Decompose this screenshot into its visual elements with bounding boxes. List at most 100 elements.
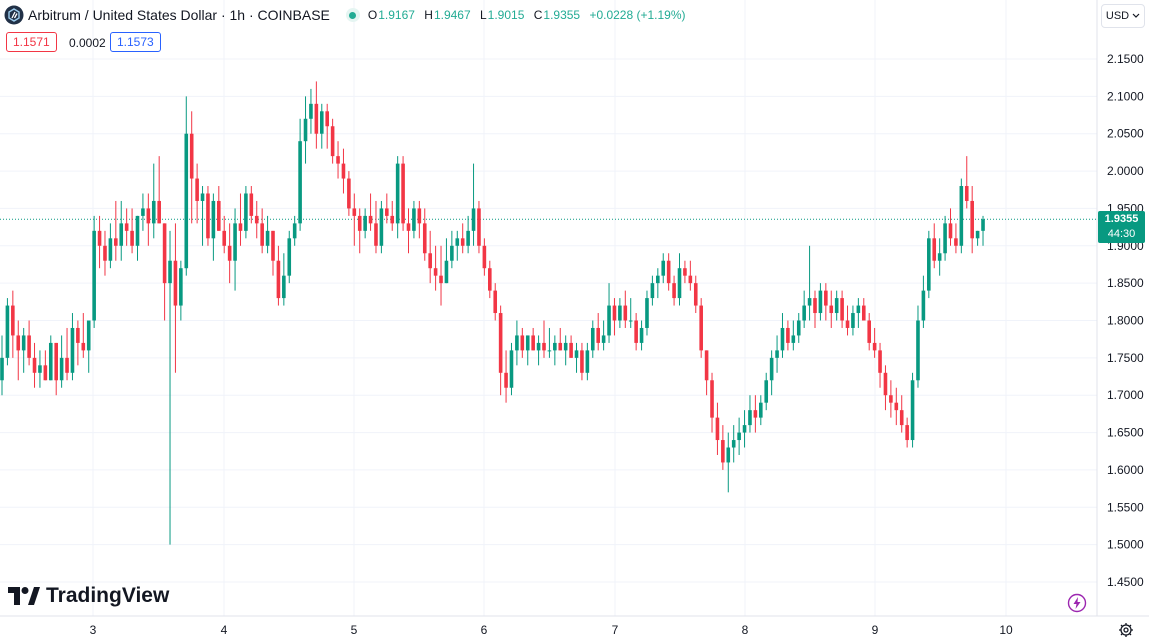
candle [802, 290, 806, 328]
candle [775, 335, 779, 373]
x-tick-label: 4 [221, 623, 228, 637]
candle [542, 320, 546, 358]
candle [943, 215, 947, 261]
candle [840, 290, 844, 328]
y-tick-label: 1.7500 [1107, 351, 1144, 365]
y-tick-label: 1.6500 [1107, 426, 1144, 440]
candle [639, 320, 644, 351]
price-axis: 2.15002.10002.05002.00001.95001.90001.85… [1107, 52, 1144, 589]
y-tick-label: 2.1500 [1107, 52, 1144, 66]
candle [851, 305, 855, 336]
candle [981, 215, 985, 246]
candle [352, 193, 357, 246]
candle [406, 208, 411, 254]
candle [385, 193, 389, 224]
candle [32, 342, 37, 388]
candle [916, 305, 920, 388]
candle [450, 230, 454, 269]
x-tick-label: 10 [999, 623, 1013, 637]
candle [217, 186, 221, 231]
chart-grid [0, 0, 1149, 617]
candle [460, 223, 465, 254]
candle [861, 298, 866, 321]
candle [103, 230, 107, 276]
candle [601, 320, 606, 351]
candle [151, 163, 156, 239]
candle [108, 223, 113, 269]
candle [883, 365, 888, 411]
candle [710, 372, 714, 433]
lightning-icon[interactable] [1067, 593, 1087, 613]
tradingview-logo-icon [8, 587, 40, 605]
spread-value: 0.0002 [69, 35, 106, 50]
candle [16, 320, 21, 381]
candle [504, 350, 508, 403]
candle [347, 171, 351, 216]
y-tick-label: 1.5500 [1107, 500, 1144, 514]
candle [92, 215, 96, 328]
candle [759, 395, 763, 426]
candle [618, 298, 622, 328]
candle [227, 223, 232, 284]
gear-icon[interactable] [1118, 622, 1134, 638]
candle [650, 275, 655, 306]
candle [959, 178, 964, 254]
candle [677, 253, 682, 306]
sell-price-button[interactable]: 1.1571 [6, 32, 57, 52]
candle [927, 230, 931, 299]
candle [536, 335, 541, 366]
candle [753, 395, 758, 433]
candle [119, 200, 124, 261]
y-tick-label: 1.8500 [1107, 276, 1144, 290]
candle [5, 298, 10, 366]
candle [699, 298, 703, 358]
candle [683, 260, 687, 284]
candle [287, 230, 292, 284]
candle [271, 230, 275, 276]
candle [97, 215, 102, 269]
candle [834, 290, 839, 321]
candle [114, 200, 118, 261]
candle [845, 305, 850, 336]
candle [233, 208, 237, 291]
candle [244, 186, 248, 239]
candle [769, 350, 774, 396]
candle [899, 395, 904, 433]
y-tick-label: 1.5000 [1107, 538, 1144, 552]
candle [574, 342, 579, 373]
candle [937, 238, 942, 276]
candle [921, 275, 926, 328]
candle [807, 245, 812, 321]
candle [905, 417, 909, 448]
candle [54, 342, 58, 396]
candle [368, 193, 373, 231]
candle [249, 186, 254, 224]
candle [168, 230, 172, 545]
candle [417, 200, 422, 239]
candle [731, 425, 736, 463]
candle [493, 283, 498, 321]
candle [173, 223, 178, 373]
candle [81, 313, 86, 358]
candle [780, 313, 785, 358]
tradingview-logo[interactable]: TradingView [8, 584, 169, 608]
candle [623, 290, 628, 328]
buy-price-button[interactable]: 1.1573 [110, 32, 161, 52]
candle [439, 245, 443, 306]
candle [11, 290, 15, 358]
candle [878, 342, 882, 388]
symbol-title[interactable]: Arbitrum / United States Dollar · 1h · C… [28, 7, 330, 23]
y-tick-label: 1.4500 [1107, 575, 1144, 589]
candle [254, 200, 259, 239]
candle [330, 118, 335, 164]
candle [748, 395, 752, 433]
currency-select[interactable]: USD [1101, 4, 1145, 28]
candle [309, 88, 313, 134]
candle [374, 200, 378, 254]
candle [737, 417, 741, 455]
candle [341, 148, 346, 194]
candle [867, 313, 871, 351]
candle [401, 156, 405, 231]
candle [325, 103, 329, 149]
